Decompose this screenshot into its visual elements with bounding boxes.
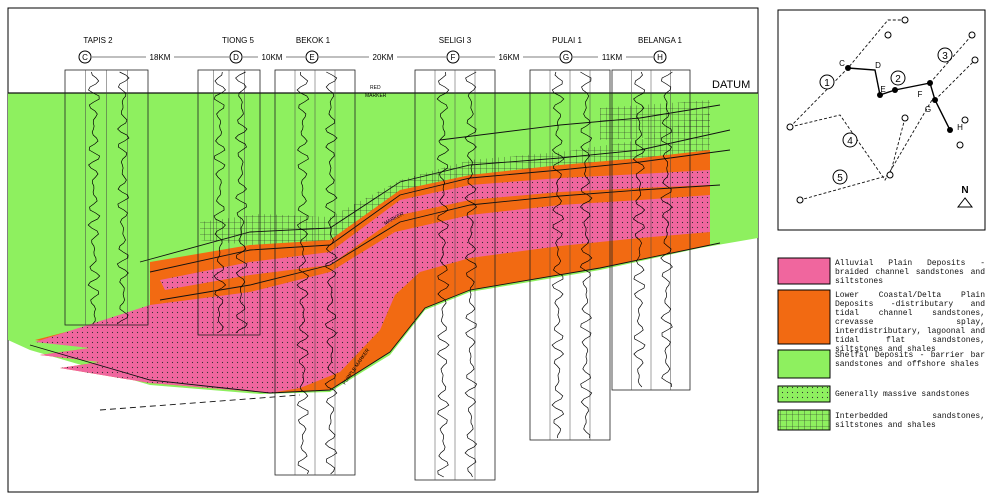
line-marker [890,70,906,86]
well-log [296,72,310,475]
line-marker [832,169,848,185]
legend-text: Shelfal Deposits - barrier bar sandstone… [835,351,985,369]
distance-label: 20KM [373,53,394,62]
legend-text: Generally massive sandstones [835,390,970,399]
well-log [632,71,646,388]
well-marker [78,50,92,64]
well-log [116,71,130,325]
map-well [947,127,953,133]
well-letter: F [451,53,456,62]
legend-swatch [777,289,831,345]
distance-bg [369,52,397,62]
well-name: BEKOK 1 [296,36,331,45]
legend-text: Interbedded sandstones, siltstones and s… [835,412,985,430]
well-name: TAPIS 2 [83,36,113,45]
distance-bg [258,52,286,62]
distance-bg [146,52,174,62]
map-well [892,87,898,93]
map-well-label: F [918,90,923,99]
map-well [932,97,938,103]
well-log [579,71,593,439]
map-well-label: G [925,105,931,114]
map-well-label: H [957,123,963,132]
massive-sandstone [35,195,710,393]
legend-text: Lower Coastal/Delta Plain Deposits -dist… [835,291,985,354]
legend-swatch [777,257,831,285]
well-log [660,71,673,388]
well-name: SELIGI 3 [439,36,472,45]
distance-label: 16KM [499,53,520,62]
massive-sandstone [160,170,710,290]
well-letter: D [233,53,239,62]
well-log [213,71,227,334]
well-marker [446,50,460,64]
well-log [551,71,565,439]
map-well-label: D [875,61,881,70]
well-log [464,71,478,478]
line-marker [937,47,953,63]
red-marker: MARKER [365,93,387,99]
datum-label: DATUM [712,79,750,91]
well-log [436,71,450,478]
line-number: 3 [942,51,948,62]
map-well [877,92,883,98]
distance-bg [495,52,523,62]
distance-bg [598,52,626,62]
map-well [786,123,794,131]
map-well [845,65,851,71]
map-well [884,31,892,39]
well-letter: G [563,53,569,62]
map-well [901,114,909,122]
map-well [968,31,976,39]
well-name: BELANGA 1 [638,36,683,45]
well-log [324,71,338,475]
map-well [796,196,804,204]
red-marker: RED [370,85,381,91]
line-number: 2 [895,74,901,85]
distance-label: 10KM [262,53,283,62]
map-well-label: C [839,59,845,68]
distance-label: 18KM [150,53,171,62]
well-name: TIONG 5 [222,36,255,45]
well-letter: E [309,53,314,62]
well-marker [229,50,243,64]
line-marker [842,132,858,148]
well-letter: H [657,53,663,62]
line-number: 4 [847,136,853,147]
map-well [956,141,964,149]
map-well [971,56,979,64]
well-letter: C [82,53,88,62]
distance-label: 11KM [602,53,623,62]
well-name: PULAI 1 [552,36,582,45]
well-log [234,71,248,334]
legend-swatch [778,386,830,402]
legend-swatch [778,410,830,430]
north-label: N [961,185,968,196]
interbedded [600,100,710,140]
map-well [961,116,969,124]
north-arrow [956,197,974,208]
location-map [777,9,986,231]
legend-swatch [777,349,831,379]
map-well-label: E [880,85,885,94]
line-number: 1 [824,78,830,89]
well-marker [559,50,573,64]
line-number: 5 [837,173,843,184]
well-marker [653,50,667,64]
legend-text: Alluvial Plain Deposits - braided channe… [835,259,985,286]
well-log [87,71,101,325]
map-well [927,80,933,86]
line-marker [819,74,835,90]
map-well [901,16,909,24]
map-well [886,171,894,179]
well-marker [305,50,319,64]
